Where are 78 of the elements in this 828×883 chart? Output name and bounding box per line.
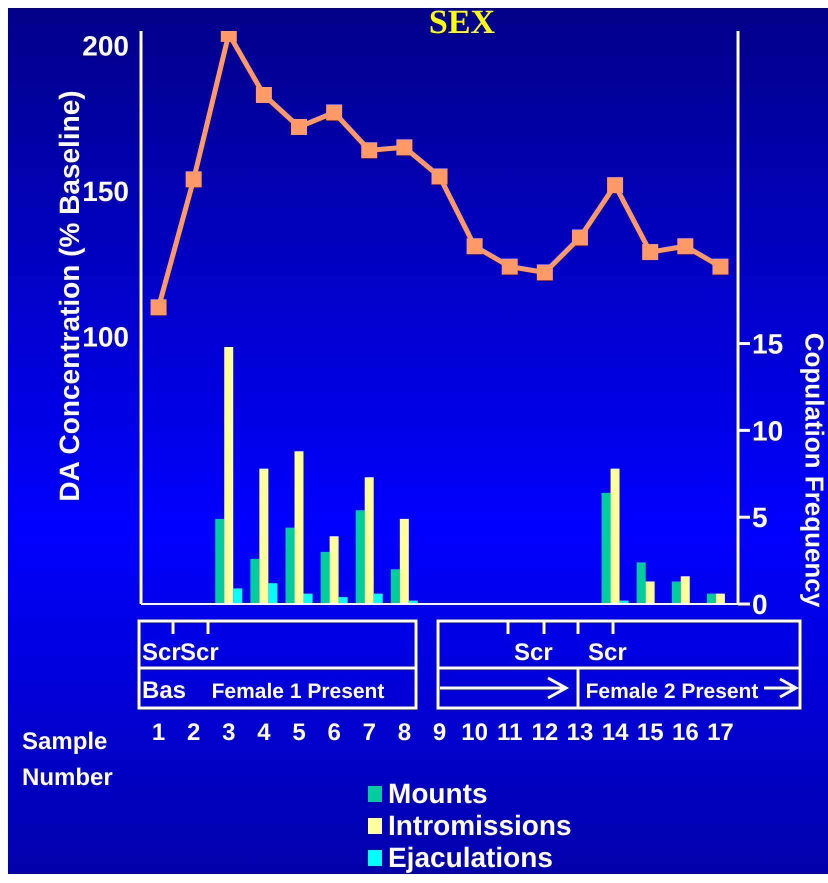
x-tick-label: 15 [636, 719, 664, 746]
text: Female 1 Present [212, 680, 384, 703]
bar [303, 594, 312, 604]
chart-title: SEX [428, 7, 496, 41]
x-tick-label: 10 [461, 719, 488, 746]
point [291, 118, 308, 135]
y-tick-label: 200 [82, 30, 129, 62]
x-tick-label: 3 [222, 719, 236, 746]
x-tick-label: 7 [362, 719, 376, 746]
point [536, 264, 553, 280]
point [432, 168, 448, 184]
text: Scr [588, 639, 627, 666]
point [361, 142, 378, 158]
bar [716, 594, 725, 604]
y2-tick-label: 15 [752, 328, 784, 360]
y-tick-label: 150 [82, 176, 129, 207]
y2-tick-label: 10 [752, 415, 784, 446]
x-tick-label: 13 [566, 719, 594, 746]
y-axis-title: DA Concentration (% Baseline) [54, 90, 85, 502]
x-tick-label: 6 [327, 719, 341, 746]
bar [356, 510, 365, 604]
bar [285, 528, 294, 604]
text: Scr [514, 639, 553, 666]
bar [610, 468, 620, 604]
x-tick-label: 8 [398, 719, 412, 746]
x-tick-label: 11 [497, 719, 522, 746]
bar [250, 558, 260, 604]
bar [224, 347, 234, 604]
x-tick-label: 17 [707, 719, 734, 746]
text: Bas [142, 677, 186, 704]
bar [636, 562, 646, 604]
legend-label: Mounts [388, 778, 488, 810]
y2-axis-title: Copulation Frequency [798, 332, 828, 608]
point [572, 230, 588, 246]
y2-tick-label: 0 [752, 588, 768, 620]
bar [374, 594, 383, 604]
point [256, 86, 272, 103]
point [150, 299, 167, 316]
bar [400, 518, 409, 604]
bar [706, 594, 716, 604]
point [677, 238, 694, 254]
x-tick-label: 9 [432, 719, 446, 746]
bar [233, 588, 242, 604]
bar [646, 581, 655, 604]
x-tick-label: 1 [152, 719, 166, 746]
bar [215, 518, 224, 604]
legend-label: Ejaculations [388, 842, 553, 874]
bar [259, 468, 268, 604]
legend-label: Intromissions [388, 810, 572, 842]
bar [680, 576, 690, 604]
point [712, 258, 728, 275]
point [502, 258, 518, 275]
bar [672, 581, 681, 604]
point [466, 238, 483, 254]
y2-tick-label: 5 [752, 502, 768, 534]
text: Female 2 Present [586, 680, 758, 703]
point [607, 177, 624, 194]
text: Scr [180, 639, 219, 666]
bar [364, 477, 374, 604]
bar [602, 492, 611, 604]
point [396, 139, 412, 156]
point [642, 244, 658, 260]
bar [390, 569, 400, 604]
text: Scr [142, 639, 181, 666]
x-axis-title: Sample Number [22, 727, 114, 793]
bar [320, 552, 330, 604]
x-tick-label: 14 [602, 719, 630, 746]
bar [268, 583, 278, 604]
bar [294, 451, 304, 604]
x-tick-label: 2 [186, 719, 200, 746]
x-tick-label: 12 [532, 719, 558, 746]
point [186, 171, 202, 188]
point [326, 104, 342, 120]
bar [330, 536, 339, 604]
x-tick-label: 5 [292, 719, 306, 746]
x-tick-label: 4 [257, 719, 272, 746]
x-tick-label: 16 [672, 719, 699, 746]
y-tick-label: 100 [82, 321, 129, 352]
